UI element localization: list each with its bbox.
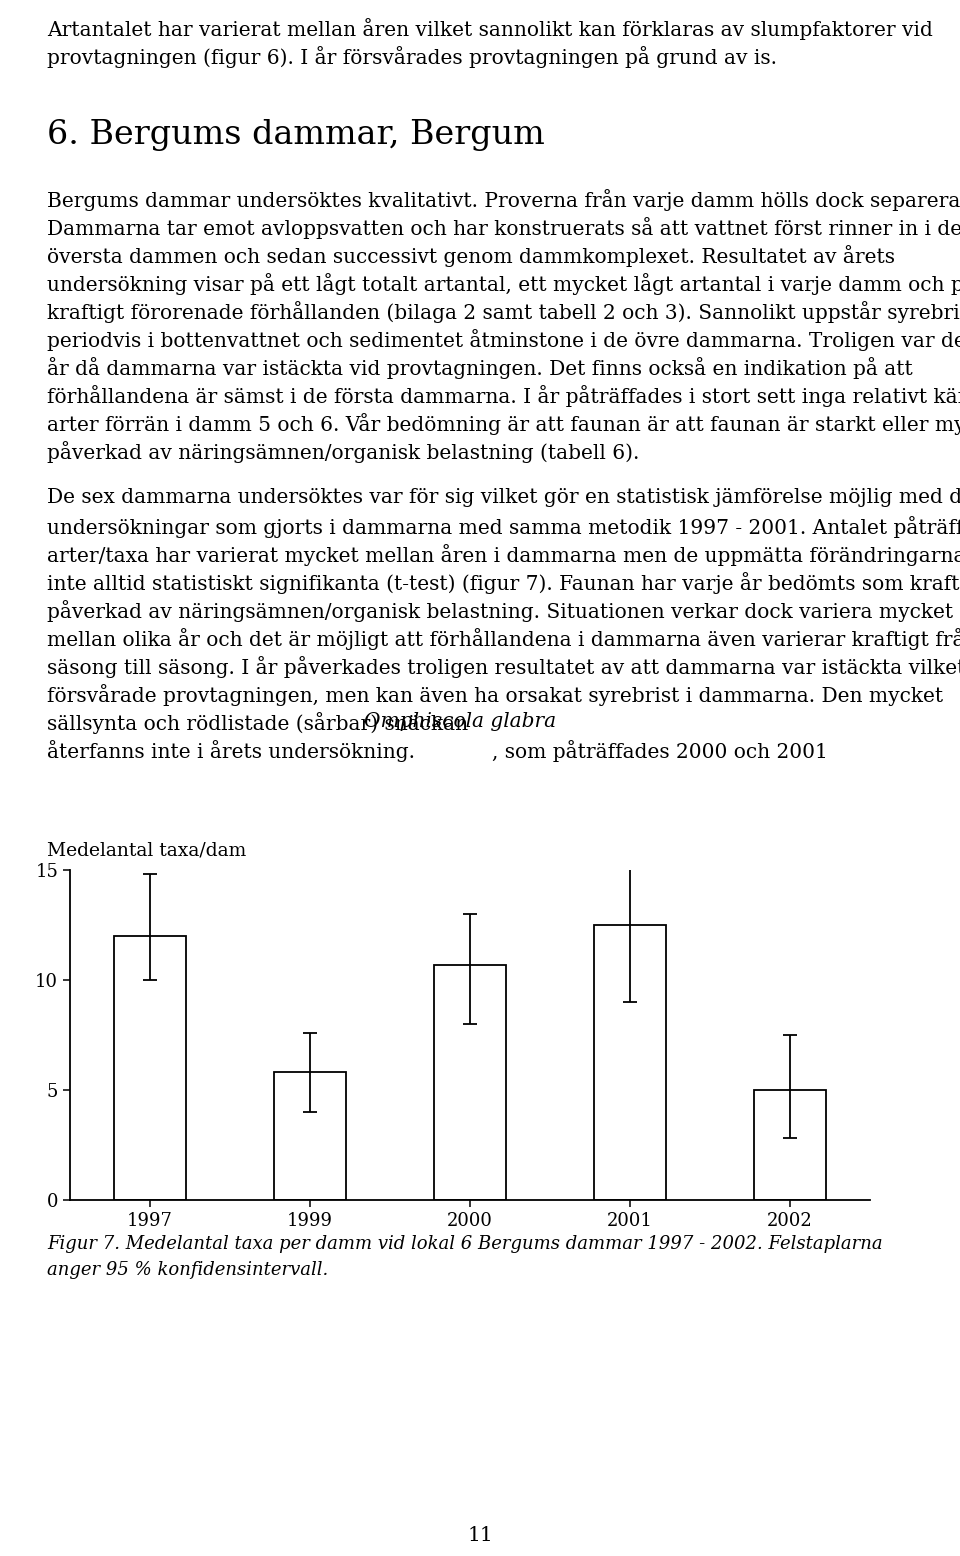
Text: Bergums dammar undersöktes kvalitativt. Proverna från varje damm hölls dock sepa: Bergums dammar undersöktes kvalitativt. … [47,188,960,212]
Text: kraftigt förorenade förhållanden (bilaga 2 samt tabell 2 och 3). Sannolikt uppst: kraftigt förorenade förhållanden (bilaga… [47,300,960,324]
Text: förhållandena är sämst i de första dammarna. I år påträffades i stort sett inga : förhållandena är sämst i de första damma… [47,384,960,408]
Text: anger 95 % konfidensintervall.: anger 95 % konfidensintervall. [47,1260,328,1279]
Text: Medelantal taxa/dam: Medelantal taxa/dam [47,842,247,860]
Text: provtagningen (figur 6). I år försvårades provtagningen på grund av is.: provtagningen (figur 6). I år försvårade… [47,47,777,68]
Text: översta dammen och sedan successivt genom dammkomplexet. Resultatet av årets: översta dammen och sedan successivt geno… [47,244,895,268]
Bar [434,965,506,1200]
Bar [114,937,186,1200]
Text: år då dammarna var istäckta vid provtagningen. Det finns också en indikation på : år då dammarna var istäckta vid provtagn… [47,356,913,380]
Text: Dammarna tar emot avloppsvatten och har konstruerats så att vattnet först rinner: Dammarna tar emot avloppsvatten och har … [47,216,960,240]
Text: säsong till säsong. I år påverkades troligen resultatet av att dammarna var istä: säsong till säsong. I år påverkades trol… [47,657,960,678]
Text: sällsynta och rödlistade (sårbar) snäckan: sällsynta och rödlistade (sårbar) snäcka… [47,713,474,734]
Text: Omphiscola glabra: Omphiscola glabra [364,713,556,731]
Text: försvårade provtagningen, men kan även ha orsakat syrebrist i dammarna. Den myck: försvårade provtagningen, men kan även h… [47,685,943,706]
Text: periodvis i bottenvattnet och sedimentet åtminstone i de övre dammarna. Troligen: periodvis i bottenvattnet och sedimentet… [47,328,960,352]
Text: mellan olika år och det är möjligt att förhållandena i dammarna även varierar kr: mellan olika år och det är möjligt att f… [47,629,960,650]
Text: arter förrän i damm 5 och 6. Vår bedömning är att faunan är att faunan är starkt: arter förrän i damm 5 och 6. Vår bedömni… [47,412,960,436]
Text: undersökning visar på ett lågt totalt artantal, ett mycket lågt artantal i varje: undersökning visar på ett lågt totalt ar… [47,272,960,296]
Bar [594,924,666,1200]
Text: arter/taxa har varierat mycket mellan åren i dammarna men de uppmätta förändring: arter/taxa har varierat mycket mellan år… [47,545,960,566]
Text: påverkad av näringsämnen/organisk belastning (tabell 6).: påverkad av näringsämnen/organisk belast… [47,440,639,464]
Text: undersökningar som gjorts i dammarna med samma metodik 1997 - 2001. Antalet påtr: undersökningar som gjorts i dammarna med… [47,517,960,538]
Text: De sex dammarna undersöktes var för sig vilket gör en statistisk jämförelse möjl: De sex dammarna undersöktes var för sig … [47,489,960,507]
Text: påverkad av näringsämnen/organisk belastning. Situationen verkar dock variera my: påverkad av näringsämnen/organisk belast… [47,601,953,622]
Text: 6. Bergums dammar, Bergum: 6. Bergums dammar, Bergum [47,118,544,151]
Bar [274,1072,346,1200]
Text: Artantalet har varierat mellan åren vilket sannolikt kan förklaras av slumpfakto: Artantalet har varierat mellan åren vilk… [47,19,933,40]
Text: , som påträffades 2000 och 2001: , som påträffades 2000 och 2001 [492,741,828,762]
Text: återfanns inte i årets undersökning.: återfanns inte i årets undersökning. [47,741,415,762]
Text: inte alltid statistiskt signifikanta (t-test) (figur 7). Faunan har varje år bed: inte alltid statistiskt signifikanta (t-… [47,573,960,594]
Text: Figur 7. Medelantal taxa per damm vid lokal 6 Bergums dammar 1997 - 2002. Felsta: Figur 7. Medelantal taxa per damm vid lo… [47,1235,882,1253]
Bar [754,1091,826,1200]
Text: 11: 11 [468,1526,492,1545]
